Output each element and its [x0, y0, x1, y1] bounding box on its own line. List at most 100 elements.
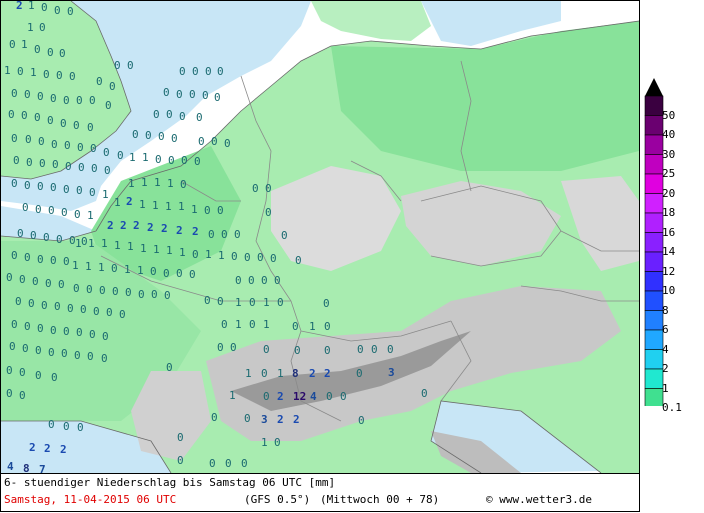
country-borders	[100, 60, 639, 422]
precip-value: 2	[309, 367, 316, 380]
precip-value: 0	[176, 267, 183, 280]
bohemian-massif	[401, 181, 561, 266]
german-uplands	[271, 166, 401, 271]
precip-value: 0	[211, 411, 218, 424]
precip-value: 0	[221, 228, 228, 241]
precip-value: 0	[8, 108, 15, 121]
precip-value: 0	[176, 88, 183, 101]
precip-value: 12	[293, 390, 306, 403]
precip-value: 0	[125, 286, 132, 299]
precip-value: 1	[167, 177, 174, 190]
precip-value: 0	[217, 341, 224, 354]
precip-value: 0	[56, 69, 63, 82]
precip-value: 0	[209, 457, 216, 470]
precip-value: 0	[63, 183, 70, 196]
precip-value: 0	[11, 318, 18, 331]
precip-value: 3	[388, 366, 395, 379]
precip-value: 4	[310, 390, 317, 403]
precip-value: 2	[120, 219, 127, 232]
precip-value: 0	[99, 284, 106, 297]
precip-value: 0	[224, 137, 231, 150]
precip-value: 7	[39, 463, 46, 473]
legend-label: 14	[662, 245, 676, 258]
precip-value: 0	[356, 367, 363, 380]
precip-value: 1	[27, 21, 34, 34]
precip-value: 2	[277, 413, 284, 426]
precip-value: 1	[75, 237, 82, 250]
precip-value: 0	[164, 289, 171, 302]
precipitation-values-layer: 02 1 0 01 00 1 0 0 00 0 0 0 0 01 0 1 0 0 0 0 0 0 0 0 0 00 0 0 0 0 0 0 00…	[4, 1, 428, 473]
precip-value: 0	[67, 5, 74, 18]
precip-value: 0	[261, 274, 268, 287]
precip-value: 0	[91, 162, 98, 175]
legend-colorbar	[644, 78, 664, 406]
precip-value: 0	[90, 142, 97, 155]
precip-value: 0	[37, 253, 44, 266]
precip-value: 0	[105, 99, 112, 112]
precip-value: 0	[189, 88, 196, 101]
precip-value: 0	[192, 248, 199, 261]
precip-value: 0	[37, 180, 44, 193]
precip-value: 0	[158, 130, 165, 143]
carpathians	[561, 176, 639, 271]
precip-value: 0	[166, 108, 173, 121]
precip-value: 0	[261, 367, 268, 380]
precip-value: 0	[102, 330, 109, 343]
precip-value: 0	[73, 282, 80, 295]
precip-value: 0	[244, 251, 251, 264]
precip-value: 0	[15, 295, 22, 308]
precip-value: 0	[371, 343, 378, 356]
precip-value: 1	[205, 248, 212, 261]
legend-swatch	[644, 95, 664, 116]
precip-value: 0	[34, 43, 41, 56]
precip-value: 2	[107, 219, 114, 232]
precip-value: 0	[63, 94, 70, 107]
precip-value: 0	[51, 371, 58, 384]
precip-value: 0	[35, 369, 42, 382]
precip-value: 0	[358, 414, 365, 427]
precip-value: 0	[6, 364, 13, 377]
precip-value: 0	[265, 182, 272, 195]
precip-value: 0	[166, 361, 173, 374]
legend-swatch	[644, 368, 664, 389]
coastlines	[1, 1, 639, 473]
precip-value: 0	[50, 181, 57, 194]
massif-central	[131, 371, 211, 461]
legend-swatch	[644, 388, 664, 406]
apennines	[431, 431, 521, 473]
precip-value: 1	[235, 318, 242, 331]
precip-value: 0	[326, 390, 333, 403]
precip-value: 0	[132, 128, 139, 141]
precip-value: 0	[22, 342, 29, 355]
precip-value: 0	[101, 352, 108, 365]
precip-value: 0	[6, 271, 13, 284]
precip-value: 1	[124, 263, 131, 276]
precip-value: 0	[54, 300, 61, 313]
precip-value: 0	[63, 255, 70, 268]
precip-value: 0	[221, 318, 228, 331]
precip-value: 0	[48, 346, 55, 359]
precip-value: 1	[141, 176, 148, 189]
precip-value: 0	[74, 208, 81, 221]
precip-value: 0	[181, 154, 188, 167]
precip-value: 0	[106, 306, 113, 319]
precip-value: 0	[270, 252, 277, 265]
darker-green-west	[91, 146, 241, 281]
precip-value: 0	[41, 1, 48, 14]
precip-value: 1	[114, 196, 121, 209]
precip-value: 1	[245, 367, 252, 380]
precip-value: 4	[7, 460, 14, 473]
precip-value: 0	[277, 296, 284, 309]
precip-value: 0	[11, 87, 18, 100]
precip-value: 0	[138, 288, 145, 301]
precip-value: 1	[88, 237, 95, 250]
precip-value: 0	[217, 295, 224, 308]
precip-value: 0	[153, 108, 160, 121]
precip-value: 0	[177, 431, 184, 444]
precip-value: 0	[151, 288, 158, 301]
map-footer: 6- stuendiger Niederschlag bis Samstag 0…	[0, 474, 640, 512]
precip-value: 0	[263, 390, 270, 403]
precip-value: 0	[26, 156, 33, 169]
precip-value: 1	[72, 259, 79, 272]
precip-value: 0	[234, 228, 241, 241]
